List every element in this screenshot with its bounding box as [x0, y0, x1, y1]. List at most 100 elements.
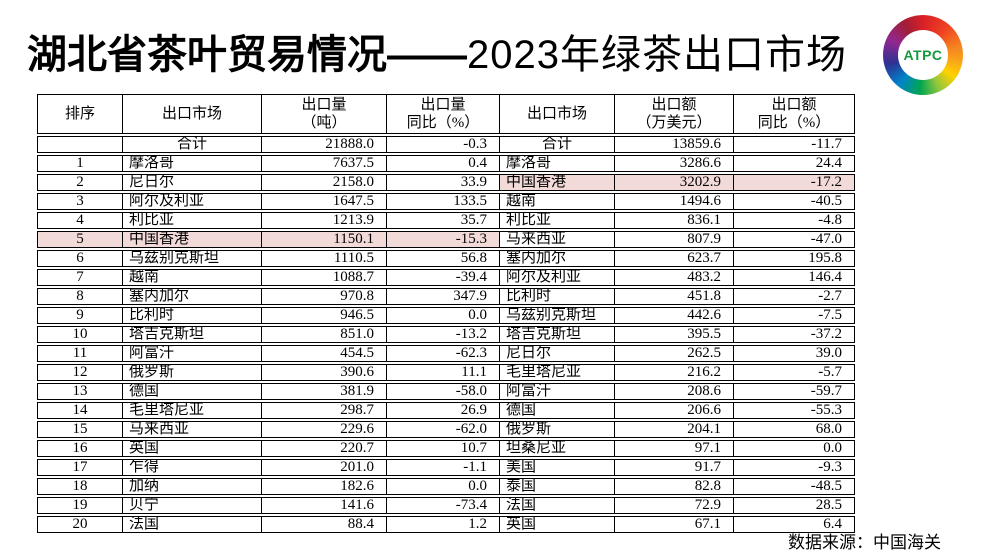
table-cell: 11: [37, 345, 122, 362]
table-cell: 141.6: [261, 497, 386, 514]
table-cell: 马来西亚: [499, 231, 614, 248]
table-cell: 347.9: [386, 288, 499, 305]
table-cell: 0.0: [733, 440, 855, 457]
table-cell: -9.3: [733, 459, 855, 476]
table-cell: 俄罗斯: [499, 421, 614, 438]
logo-text: ATPC: [903, 47, 943, 63]
column-header: 出口市场: [499, 94, 614, 134]
table-cell: 454.5: [261, 345, 386, 362]
table-cell: 塔吉克斯坦: [122, 326, 261, 343]
table-row: 8 塞内加尔 970.8 347.9 比利时 451.8 -2.7: [37, 288, 855, 305]
table-cell: 比利时: [499, 288, 614, 305]
table-cell: 24.4: [733, 155, 855, 172]
table-cell: 807.9: [614, 231, 733, 248]
atpc-logo: ATPC: [883, 15, 963, 95]
table-cell: 6.4: [733, 516, 855, 533]
table-cell: 26.9: [386, 402, 499, 419]
table-cell: 中国香港: [122, 231, 261, 248]
table-cell: 加纳: [122, 478, 261, 495]
table-cell: -11.7: [733, 136, 855, 153]
table-cell: -1.1: [386, 459, 499, 476]
table-cell: 坦桑尼亚: [499, 440, 614, 457]
table-cell: 6: [37, 250, 122, 267]
table-cell: 208.6: [614, 383, 733, 400]
table-cell: 英国: [499, 516, 614, 533]
table-cell: 毛里塔尼亚: [122, 402, 261, 419]
table-cell: 195.8: [733, 250, 855, 267]
table-cell: 1150.1: [261, 231, 386, 248]
table-cell: -47.0: [733, 231, 855, 248]
table-cell: 68.0: [733, 421, 855, 438]
table-row: 14 毛里塔尼亚 298.7 26.9 德国 206.6 -55.3: [37, 402, 855, 419]
logo-center: ATPC: [898, 30, 948, 80]
table-cell: 14: [37, 402, 122, 419]
table-cell: 越南: [499, 193, 614, 210]
table-cell: 17: [37, 459, 122, 476]
table-cell: 88.4: [261, 516, 386, 533]
table-cell: 阿尔及利亚: [499, 269, 614, 286]
table-cell: 3202.9: [614, 174, 733, 191]
table-row: 16 英国 220.7 10.7 坦桑尼亚 97.1 0.0: [37, 440, 855, 457]
table-cell: -5.7: [733, 364, 855, 381]
table-cell: 19: [37, 497, 122, 514]
table-row: 15 马来西亚 229.6 -62.0 俄罗斯 204.1 68.0: [37, 421, 855, 438]
table-cell: 塔吉克斯坦: [499, 326, 614, 343]
table-cell: -62.0: [386, 421, 499, 438]
table-cell: 0.4: [386, 155, 499, 172]
table-cell: 阿尔及利亚: [122, 193, 261, 210]
table-cell: 442.6: [614, 307, 733, 324]
table-cell: -40.5: [733, 193, 855, 210]
table-cell: 18: [37, 478, 122, 495]
table-cell: 97.1: [614, 440, 733, 457]
table-cell: 182.6: [261, 478, 386, 495]
column-header: 出口量 （吨）: [261, 94, 386, 134]
table-cell: -59.7: [733, 383, 855, 400]
table-cell: 3286.6: [614, 155, 733, 172]
table-cell: [37, 136, 122, 153]
table-cell: 德国: [122, 383, 261, 400]
table-cell: 395.5: [614, 326, 733, 343]
table-cell: -58.0: [386, 383, 499, 400]
table-cell: 3: [37, 193, 122, 210]
table-cell: 2158.0: [261, 174, 386, 191]
table-cell: 851.0: [261, 326, 386, 343]
table-cell: -7.5: [733, 307, 855, 324]
table-cell: 1494.6: [614, 193, 733, 210]
table-cell: 39.0: [733, 345, 855, 362]
table-cell: 合计: [499, 136, 614, 153]
table-cell: 16: [37, 440, 122, 457]
table-row: 4 利比亚 1213.9 35.7 利比亚 836.1 -4.8: [37, 212, 855, 229]
column-header: 排序: [37, 94, 122, 134]
table-cell: 836.1: [614, 212, 733, 229]
table-cell: 贝宁: [122, 497, 261, 514]
table-cell: 俄罗斯: [122, 364, 261, 381]
column-header: 出口量 同比（%）: [386, 94, 499, 134]
table-cell: 摩洛哥: [499, 155, 614, 172]
table-cell: 970.8: [261, 288, 386, 305]
table-cell: 塞内加尔: [122, 288, 261, 305]
table-cell: 67.1: [614, 516, 733, 533]
table-cell: 20: [37, 516, 122, 533]
table-cell: 尼日尔: [499, 345, 614, 362]
table-cell: -17.2: [733, 174, 855, 191]
table-cell: 1647.5: [261, 193, 386, 210]
table-cell: 法国: [122, 516, 261, 533]
table-row: 19 贝宁 141.6 -73.4 法国 72.9 28.5: [37, 497, 855, 514]
table-cell: 451.8: [614, 288, 733, 305]
table-cell: 尼日尔: [122, 174, 261, 191]
table-cell: 262.5: [614, 345, 733, 362]
table-cell: 146.4: [733, 269, 855, 286]
table-cell: 12: [37, 364, 122, 381]
export-market-table: 排序 出口市场 出口量 （吨） 出口量 同比（%） 出口市场 出口额 （万美元） 出口额 同比（%）…: [37, 92, 855, 535]
column-header: 出口市场: [122, 94, 261, 134]
table-cell: 11.1: [386, 364, 499, 381]
table-cell: 1213.9: [261, 212, 386, 229]
table-row: 17 乍得 201.0 -1.1 美国 91.7 -9.3: [37, 459, 855, 476]
table-cell: 13859.6: [614, 136, 733, 153]
table-cell: 1088.7: [261, 269, 386, 286]
table-cell: 72.9: [614, 497, 733, 514]
table-cell: 越南: [122, 269, 261, 286]
table-row: 3 阿尔及利亚 1647.5 133.5 越南 1494.6 -40.5: [37, 193, 855, 210]
table-cell: 合计: [122, 136, 261, 153]
